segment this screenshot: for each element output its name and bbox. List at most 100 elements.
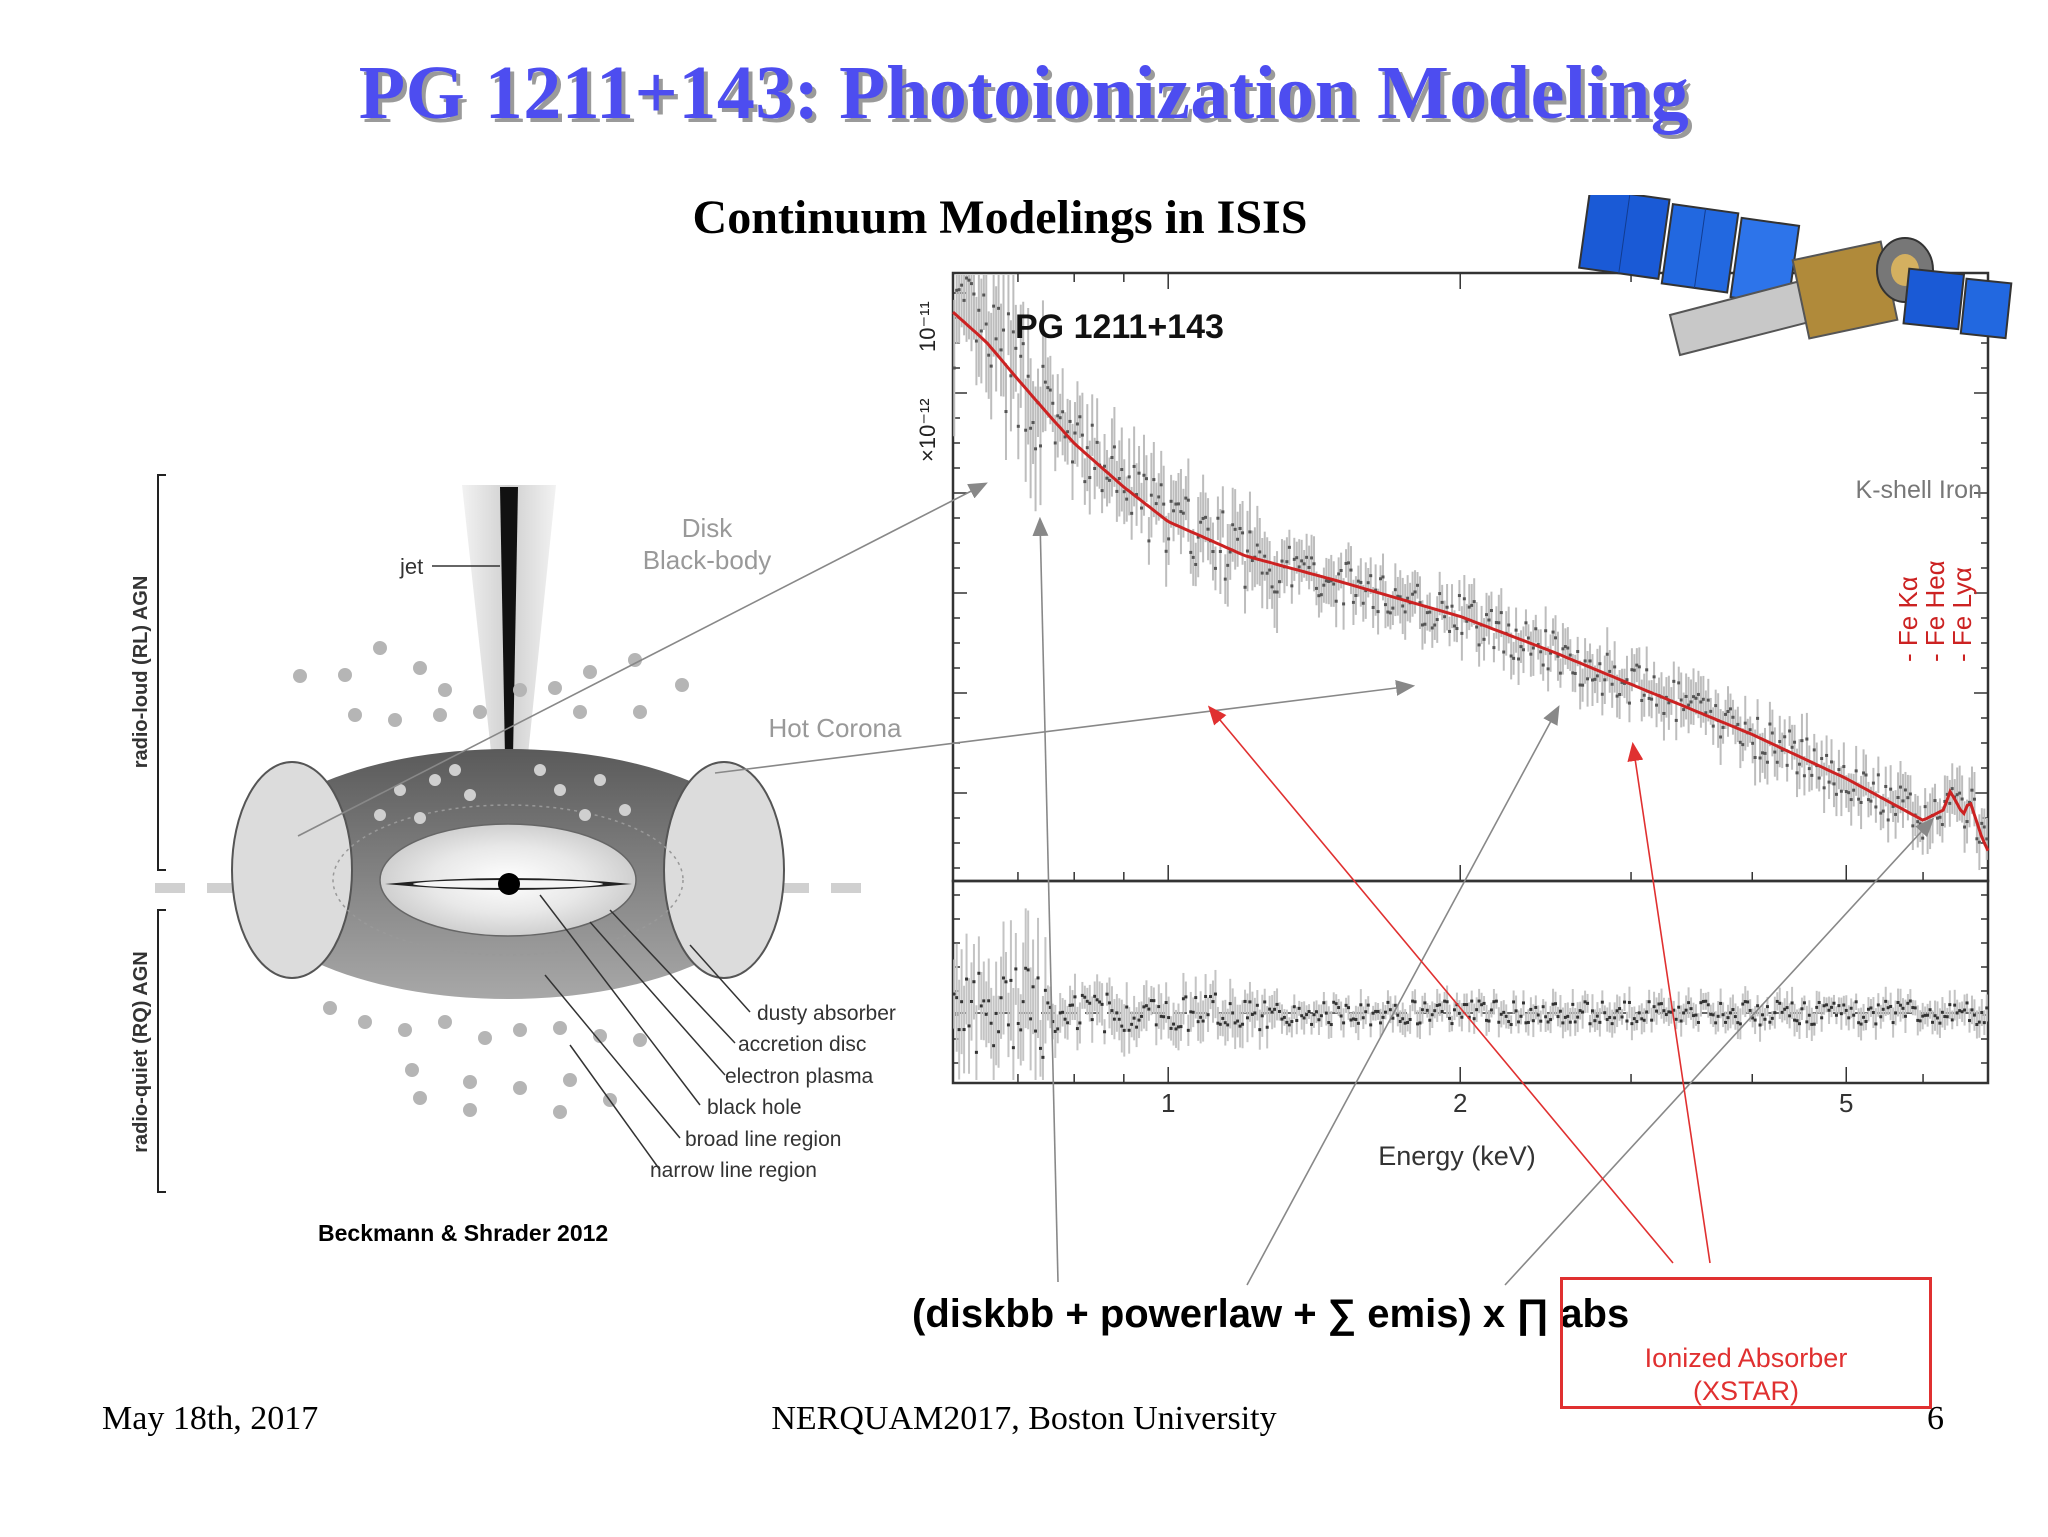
residual-point xyxy=(1916,1018,1920,1022)
data-point xyxy=(1844,790,1848,794)
x-tick-label: 1 xyxy=(1161,1088,1175,1118)
fe-lya-label: - Fe Lyα xyxy=(1947,567,1977,662)
data-point xyxy=(1078,415,1082,419)
data-point xyxy=(1174,502,1178,506)
residual-point xyxy=(1724,1020,1728,1024)
data-point xyxy=(1837,768,1841,772)
residual-point xyxy=(1642,1018,1646,1022)
residual-point xyxy=(1844,1008,1848,1012)
data-point xyxy=(1620,680,1624,684)
residual-point xyxy=(1255,1003,1259,1007)
data-point xyxy=(1588,659,1592,663)
data-point xyxy=(1179,510,1183,514)
residual-point xyxy=(1485,1018,1489,1022)
residual-point xyxy=(1753,1018,1757,1022)
residual-point xyxy=(1726,1016,1730,1020)
data-point xyxy=(1026,374,1030,378)
data-point xyxy=(1529,652,1533,656)
data-point xyxy=(1526,636,1530,640)
data-point xyxy=(1884,784,1888,788)
data-point xyxy=(1864,773,1868,777)
fe-ka-label: - Fe Kα xyxy=(1893,576,1923,662)
data-point xyxy=(1164,549,1168,553)
residual-point xyxy=(1921,1014,1925,1018)
residual-point xyxy=(1169,1026,1173,1030)
residual-point xyxy=(1344,1003,1348,1007)
data-point xyxy=(982,293,986,297)
residual-point xyxy=(1531,1019,1535,1023)
jet-core xyxy=(500,487,518,865)
data-point xyxy=(1667,701,1671,705)
residual-point xyxy=(1056,1027,1060,1031)
residual-point xyxy=(1078,1021,1082,1025)
data-point xyxy=(1940,823,1944,827)
data-point xyxy=(1524,621,1528,625)
residual-point xyxy=(1041,1055,1045,1059)
residual-point xyxy=(1561,1021,1565,1025)
residual-point xyxy=(1053,1029,1057,1033)
residual-point xyxy=(1036,976,1040,980)
y-tick-1e-11: 10⁻¹¹ xyxy=(915,301,940,352)
data-point xyxy=(1647,696,1651,700)
data-point xyxy=(1014,346,1018,350)
data-point xyxy=(962,298,966,302)
data-point xyxy=(1245,549,1249,553)
data-point xyxy=(1785,763,1789,767)
residual-point xyxy=(1450,1022,1454,1026)
residual-point xyxy=(1280,1017,1284,1021)
residual-point xyxy=(1763,1017,1767,1021)
data-point xyxy=(1696,692,1700,696)
residual-point xyxy=(1704,999,1708,1003)
residual-point xyxy=(1504,1014,1508,1018)
data-point xyxy=(1517,657,1521,661)
data-point xyxy=(1948,801,1952,805)
data-point xyxy=(992,304,996,308)
residual-point xyxy=(1162,1015,1166,1019)
residual-point xyxy=(1765,1005,1769,1009)
residual-point xyxy=(1201,1019,1205,1023)
data-point xyxy=(1226,563,1230,567)
data-point xyxy=(1300,559,1304,563)
data-point xyxy=(1615,694,1619,698)
data-points xyxy=(952,275,1989,1080)
residual-point xyxy=(989,1021,993,1025)
residual-point xyxy=(1361,1016,1365,1020)
data-point xyxy=(1056,414,1060,418)
data-point xyxy=(1743,721,1747,725)
residual-point xyxy=(1231,1011,1235,1015)
data-point xyxy=(1063,435,1067,439)
residual-point xyxy=(1492,1000,1496,1004)
residual-point xyxy=(1475,1008,1479,1012)
residual-point xyxy=(1371,1011,1375,1015)
residual-point xyxy=(1381,1015,1385,1019)
data-point xyxy=(1038,444,1042,448)
data-point xyxy=(1356,579,1360,583)
black-hole xyxy=(498,873,520,895)
residual-point xyxy=(1876,1003,1880,1007)
data-point xyxy=(1963,825,1967,829)
data-point xyxy=(1876,773,1880,777)
data-point xyxy=(1549,651,1553,655)
data-point xyxy=(1637,665,1641,669)
residual-point xyxy=(1342,1021,1346,1025)
data-point xyxy=(1317,594,1321,598)
data-point xyxy=(1048,388,1052,392)
data-point xyxy=(1623,681,1627,685)
residual-point xyxy=(1218,1022,1222,1026)
data-point xyxy=(1144,477,1148,481)
residual-point xyxy=(1186,1028,1190,1032)
data-point xyxy=(1460,631,1464,635)
residual-point xyxy=(1465,1003,1469,1007)
residual-point xyxy=(1393,1003,1397,1007)
data-point xyxy=(1935,816,1939,820)
residual-point xyxy=(1701,999,1705,1003)
data-point xyxy=(1095,440,1099,444)
residual-point xyxy=(1773,1011,1777,1015)
residual-point xyxy=(1433,1009,1437,1013)
data-point xyxy=(1292,557,1296,561)
residual-point xyxy=(1209,995,1213,999)
residual-point xyxy=(1571,1002,1575,1006)
data-point xyxy=(1485,613,1489,617)
data-point xyxy=(1724,712,1728,716)
residual-point xyxy=(1228,1002,1232,1006)
